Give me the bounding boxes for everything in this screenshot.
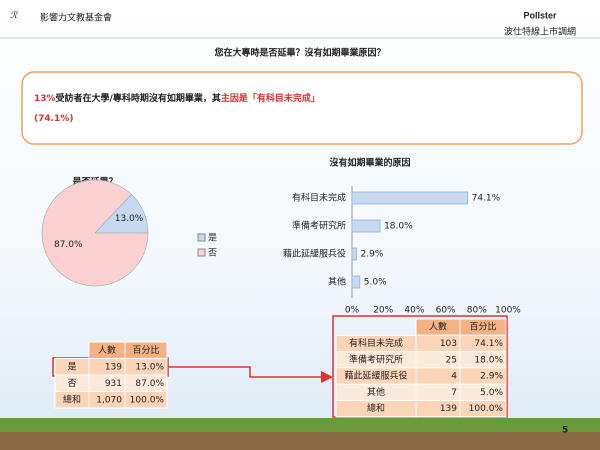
value-label: 74.1% xyxy=(472,194,501,204)
x-tick-label: 0% xyxy=(345,306,360,316)
category-label: 準備考研究所 xyxy=(292,220,346,232)
slice-label: 13.0% xyxy=(115,214,144,224)
callout-box xyxy=(21,71,583,145)
slide-title: 您在大專時是否延畢？沒有如期畢業原因？ xyxy=(214,47,385,59)
table-text: 18.0% xyxy=(474,355,503,365)
legend-swatch xyxy=(197,233,206,242)
table-header: 人數 xyxy=(98,344,116,356)
x-tick-label: 20% xyxy=(373,306,393,316)
x-tick-label: 80% xyxy=(467,306,487,316)
callout-segment: 13% xyxy=(34,94,56,104)
table-text: 1,070 xyxy=(96,395,122,405)
table-text: 準備考研究所 xyxy=(349,353,403,365)
logo-right-sub: 波仕特線上市調網 xyxy=(504,26,576,38)
table-text: 是 xyxy=(67,361,76,372)
table-text: 100.0% xyxy=(130,395,165,405)
table-text: 87.0% xyxy=(135,379,164,389)
callout-segment: (74.1%) xyxy=(34,114,73,124)
table-text: 4 xyxy=(451,372,457,382)
value-label: 18.0% xyxy=(384,222,413,232)
table-text: 有科目未完成 xyxy=(349,337,403,349)
table-text: 總和 xyxy=(367,402,385,414)
callout-line: (74.1%) xyxy=(34,114,73,124)
logo-mark: ℛ xyxy=(10,10,18,20)
legend-label: 否 xyxy=(208,248,217,259)
callout-line: 13%受訪者在大學/專科時期沒有如期畢業，其主因是「有科目未完成」 xyxy=(34,92,320,104)
logo-right: Pollster xyxy=(523,10,557,20)
table-cell xyxy=(124,391,168,409)
x-tick-label: 40% xyxy=(404,306,424,316)
table-text: 其他 xyxy=(367,386,385,398)
table-text: 103 xyxy=(440,339,457,349)
bar xyxy=(351,247,357,261)
table-text: 否 xyxy=(67,378,76,389)
soil xyxy=(0,432,600,450)
logo-left: 影響力文教基金會 xyxy=(40,12,112,24)
chart-title: 沒有如期畢業的原因 xyxy=(329,157,410,169)
table-text: 2.9% xyxy=(480,372,503,382)
bar xyxy=(351,219,381,233)
table-cell xyxy=(459,400,507,418)
slice-label: 87.0% xyxy=(54,240,83,250)
callout: 13%受訪者在大學/專科時期沒有如期畢業，其主因是「有科目未完成」 (74.1%) xyxy=(34,92,320,124)
category-label: 有科目未完成 xyxy=(292,192,346,204)
table-text: 總和 xyxy=(63,393,81,405)
arrow xyxy=(168,366,333,383)
table-header: 人數 xyxy=(429,321,447,333)
pie-slice xyxy=(41,179,149,287)
table-text: 74.1% xyxy=(474,339,503,349)
value-label: 5.0% xyxy=(364,278,387,288)
table-header: 百分比 xyxy=(469,321,496,333)
bar xyxy=(351,275,361,289)
table-text: 931 xyxy=(105,379,122,389)
category-label: 其他 xyxy=(328,276,346,288)
table-text: 7 xyxy=(451,388,457,398)
table-text: 139 xyxy=(105,362,122,372)
table-text: 藉此延緩服兵役 xyxy=(344,370,407,382)
legend-label: 是 xyxy=(208,233,217,244)
page-number: 5 xyxy=(562,426,568,436)
x-tick-label: 100% xyxy=(495,306,521,316)
category-label: 藉此延緩服兵役 xyxy=(283,248,346,260)
value-label: 2.9% xyxy=(361,250,384,260)
table-text: 100.0% xyxy=(469,404,504,414)
table-text: 139 xyxy=(440,404,457,414)
bar xyxy=(351,191,468,205)
callout-segment: 主因是「有科目未完成」 xyxy=(221,92,320,104)
legend-swatch xyxy=(197,248,206,257)
x-tick-label: 60% xyxy=(436,306,456,316)
grass xyxy=(0,418,600,432)
callout-segment: 受訪者在大學/專科時期沒有如期畢業，其 xyxy=(56,92,221,104)
table-header: 百分比 xyxy=(132,344,159,356)
table-text: 13.0% xyxy=(135,362,164,372)
table-text: 25 xyxy=(446,355,457,365)
table-text: 5.0% xyxy=(480,388,503,398)
